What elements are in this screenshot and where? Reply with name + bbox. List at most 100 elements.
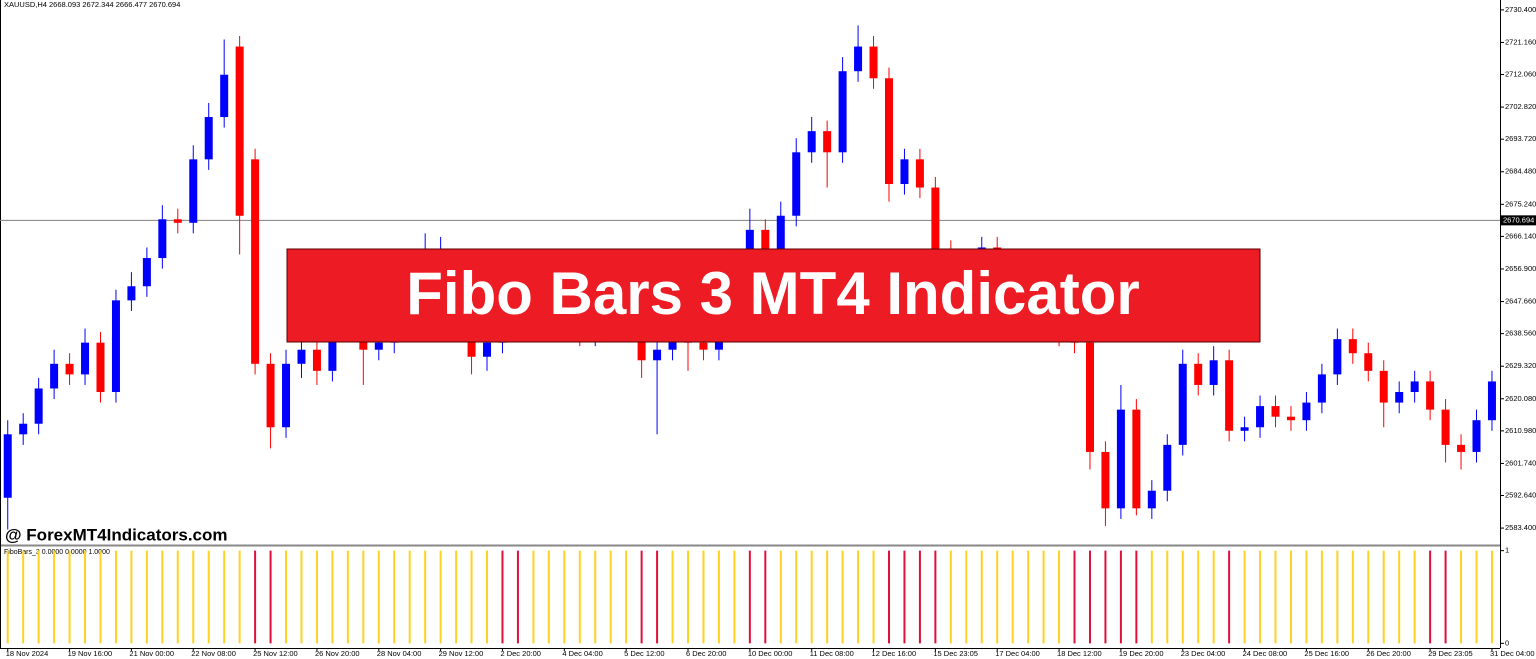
candle-body <box>900 159 909 185</box>
x-tick-label: 6 Dec 20:00 <box>686 649 726 658</box>
indicator-bar <box>1320 550 1323 644</box>
x-tick-label: 12 Dec 16:00 <box>872 649 917 658</box>
indicator-bar <box>1274 550 1277 644</box>
indicator-bar <box>99 550 102 644</box>
indicator-bar <box>68 550 71 644</box>
indicator-bar <box>424 550 427 644</box>
candle-body <box>19 423 28 435</box>
symbol-header: XAUUSD,H4 2668.093 2672.344 2666.477 267… <box>4 0 180 9</box>
indicator-bar <box>857 550 860 644</box>
indicator-bar <box>748 550 751 644</box>
x-tick-label: 31 Dec 04:00 <box>1490 649 1535 658</box>
candle-body <box>823 131 832 153</box>
candle-body <box>1333 339 1342 375</box>
indicator-bar <box>795 550 798 644</box>
candle-body <box>189 159 198 223</box>
indicator-bar <box>826 550 829 644</box>
x-tick-label: 25 Nov 12:00 <box>253 649 298 658</box>
indicator-bar <box>949 550 952 644</box>
indicator-bar <box>516 550 519 644</box>
x-tick-label: 22 Nov 08:00 <box>191 649 236 658</box>
x-tick-label: 21 Nov 00:00 <box>129 649 174 658</box>
candle-body <box>220 74 229 118</box>
indicator-bar <box>547 550 550 644</box>
candle-body <box>838 71 847 153</box>
y-tick-label: 2583.400 <box>1505 523 1536 532</box>
indicator-bar <box>192 550 195 644</box>
indicator-bar <box>779 550 782 644</box>
y-tick-label: 2610.980 <box>1505 426 1536 435</box>
indicator-bar <box>1135 550 1138 644</box>
indicator-bar <box>114 550 117 644</box>
indicator-bar <box>207 550 210 644</box>
x-tick-label: 10 Dec 00:00 <box>748 649 793 658</box>
y-tick-label: 2647.660 <box>1505 297 1536 306</box>
candle-body <box>1271 406 1280 417</box>
indicator-bar <box>1351 550 1354 644</box>
y-tick-label: 2693.720 <box>1505 134 1536 143</box>
banner-text: Fibo Bars 3 MT4 Indicator <box>406 260 1139 327</box>
indicator-bar <box>315 550 318 644</box>
candle-body <box>1209 360 1218 385</box>
candle-body <box>3 434 12 498</box>
y-tick-label: 2592.640 <box>1505 490 1536 499</box>
candle-body <box>50 363 59 389</box>
candle-body <box>173 219 182 223</box>
candle-body <box>1364 353 1373 371</box>
indicator-bar <box>300 550 303 644</box>
indicator-bar <box>733 550 736 644</box>
indicator-bar <box>501 550 504 644</box>
indicator-bar <box>996 550 999 644</box>
candle-body <box>266 363 275 428</box>
indicator-bar <box>1305 550 1308 644</box>
candle-body <box>204 117 213 160</box>
indicator-bar <box>1460 550 1463 644</box>
indicator-bar <box>470 550 473 644</box>
indicator-bar <box>980 550 983 644</box>
candle-body <box>483 342 492 357</box>
x-tick-label: 25 Dec 16:00 <box>1304 649 1349 658</box>
indicator-bar <box>640 550 643 644</box>
indicator-bar <box>1228 550 1231 644</box>
indicator-bar <box>1166 550 1169 644</box>
indicator-bar <box>145 550 148 644</box>
x-tick-label: 15 Dec 23:05 <box>933 649 978 658</box>
x-tick-label: 23 Dec 04:00 <box>1181 649 1226 658</box>
indicator-bar <box>717 550 720 644</box>
x-tick-label: 29 Nov 12:00 <box>439 649 484 658</box>
candle-body <box>1225 360 1234 431</box>
y-tick-label: 2620.080 <box>1505 394 1536 403</box>
indicator-bar <box>346 550 349 644</box>
candle-body <box>884 78 893 185</box>
y-tick-label: 2629.320 <box>1505 361 1536 370</box>
y-tick-label: 2721.160 <box>1505 37 1536 46</box>
candle-body <box>1410 381 1419 393</box>
x-tick-label: 26 Nov 20:00 <box>315 649 360 658</box>
indicator-bar <box>934 550 937 644</box>
indicator-bar <box>1475 550 1478 644</box>
candle-body <box>142 258 151 287</box>
candle-body <box>931 187 940 251</box>
indicator-bar <box>455 550 458 644</box>
candle-body <box>1116 409 1125 509</box>
candle-body <box>776 215 785 251</box>
y-tick-label: 2666.140 <box>1505 231 1536 240</box>
candle-body <box>1457 444 1466 452</box>
indicator-bar <box>362 550 365 644</box>
indicator-bar <box>1119 550 1122 644</box>
candle-body <box>1163 444 1172 491</box>
y-tick-label: 2730.400 <box>1505 5 1536 14</box>
indicator-bar <box>1058 550 1061 644</box>
indicator-bar <box>594 550 597 644</box>
indicator-bar <box>161 550 164 644</box>
indicator-bar <box>1413 550 1416 644</box>
x-tick-label: 19 Dec 20:00 <box>1119 649 1164 658</box>
indicator-bar <box>1490 550 1493 644</box>
candle-body <box>374 342 383 350</box>
indicator-bar <box>486 550 489 644</box>
indicator-bar <box>887 550 890 644</box>
indicator-bar <box>176 550 179 644</box>
indicator-bar <box>1104 550 1107 644</box>
candle-body <box>915 159 924 188</box>
